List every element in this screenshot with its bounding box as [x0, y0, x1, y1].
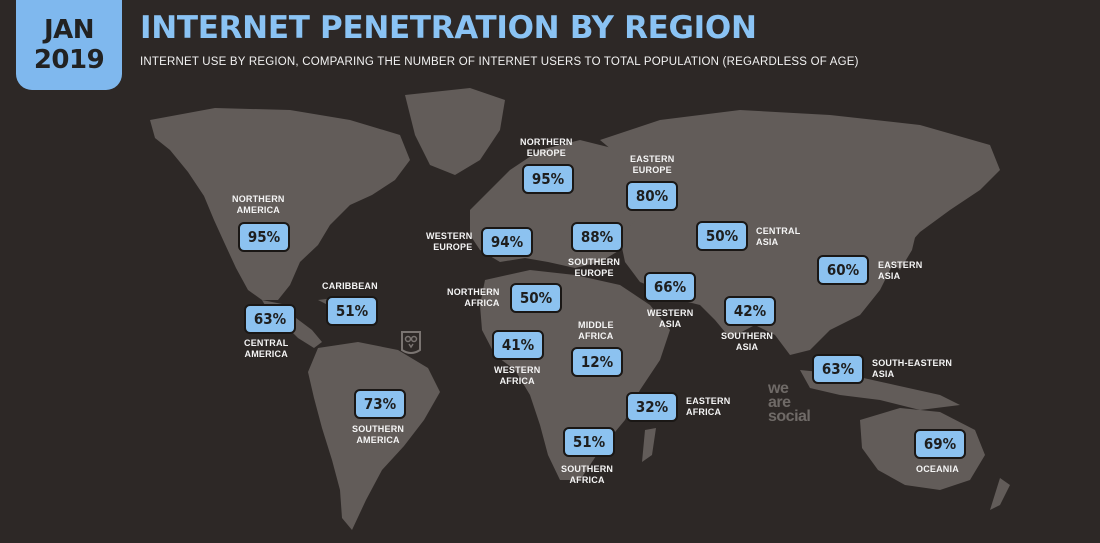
region-value-western-asia: 66%	[644, 272, 696, 302]
region-label-western-africa: WESTERN AFRICA	[494, 365, 541, 386]
region-label-southern-america: SOUTHERN AMERICA	[352, 424, 405, 445]
region-value-western-europe: 94%	[481, 227, 533, 257]
region-label-southern-asia: SOUTHERN ASIA	[721, 331, 774, 352]
region-value-southern-asia: 42%	[724, 296, 776, 326]
region-label-oceania: OCEANIA	[916, 464, 959, 474]
date-year: 2019	[33, 45, 105, 75]
region-value-eastern-africa: 32%	[626, 392, 678, 422]
region-label-western-asia: WESTERN ASIA	[647, 308, 694, 329]
region-value-middle-africa: 12%	[571, 347, 623, 377]
north-america-shape	[150, 108, 410, 300]
region-label-southern-africa: SOUTHERN AFRICA	[561, 464, 614, 485]
region-label-northern-america: NORTHERN AMERICA	[232, 194, 285, 215]
owl-logo-icon	[401, 331, 421, 354]
region-value-northern-europe: 95%	[522, 164, 574, 194]
we-are-social-logo: we are social	[768, 380, 811, 425]
region-label-eastern-asia: EASTERN ASIA	[878, 260, 923, 281]
page-subtitle: INTERNET USE BY REGION, COMPARING THE NU…	[140, 56, 859, 68]
region-label-southern-europe: SOUTHERN EUROPE	[568, 257, 621, 278]
date-month: JAN	[43, 15, 95, 45]
region-label-western-europe: WESTERN EUROPE	[426, 231, 473, 252]
region-label-south-eastern-asia: SOUTH-EASTERN ASIA	[872, 358, 953, 379]
region-value-central-america: 63%	[244, 304, 296, 334]
region-label-eastern-europe: EASTERN EUROPE	[630, 154, 675, 175]
region-label-northern-europe: NORTHERN EUROPE	[520, 137, 573, 158]
region-value-eastern-asia: 60%	[817, 255, 869, 285]
region-label-caribbean: CARIBBEAN	[322, 281, 378, 291]
greenland-shape	[405, 88, 505, 175]
logo-line-2: are	[768, 394, 791, 411]
asia-shape	[600, 110, 1000, 355]
region-value-northern-america: 95%	[238, 222, 290, 252]
region-value-south-eastern-asia: 63%	[812, 354, 864, 384]
region-value-western-africa: 41%	[492, 330, 544, 360]
region-label-middle-africa: MIDDLE AFRICA	[578, 320, 614, 341]
south-america-shape	[308, 342, 440, 530]
logo-line-1: we	[768, 380, 789, 397]
page-title: INTERNET PENETRATION BY REGION	[140, 10, 757, 46]
madagascar-shape	[642, 428, 656, 462]
region-value-southern-america: 73%	[354, 389, 406, 419]
region-label-central-asia: CENTRAL ASIA	[756, 226, 801, 247]
region-label-northern-africa: NORTHERN AFRICA	[447, 287, 500, 308]
date-badge: JAN 2019	[16, 0, 122, 90]
region-value-southern-europe: 88%	[571, 222, 623, 252]
region-value-northern-africa: 50%	[510, 283, 562, 313]
region-label-eastern-africa: EASTERN AFRICA	[686, 396, 731, 417]
region-value-eastern-europe: 80%	[626, 181, 678, 211]
region-value-oceania: 69%	[914, 429, 966, 459]
region-value-caribbean: 51%	[326, 296, 378, 326]
new-zealand-shape	[990, 478, 1010, 510]
region-value-central-asia: 50%	[696, 221, 748, 251]
japan-shape	[892, 210, 918, 270]
region-label-central-america: CENTRAL AMERICA	[244, 338, 289, 359]
logo-line-3: social	[768, 408, 811, 425]
region-value-southern-africa: 51%	[563, 427, 615, 457]
